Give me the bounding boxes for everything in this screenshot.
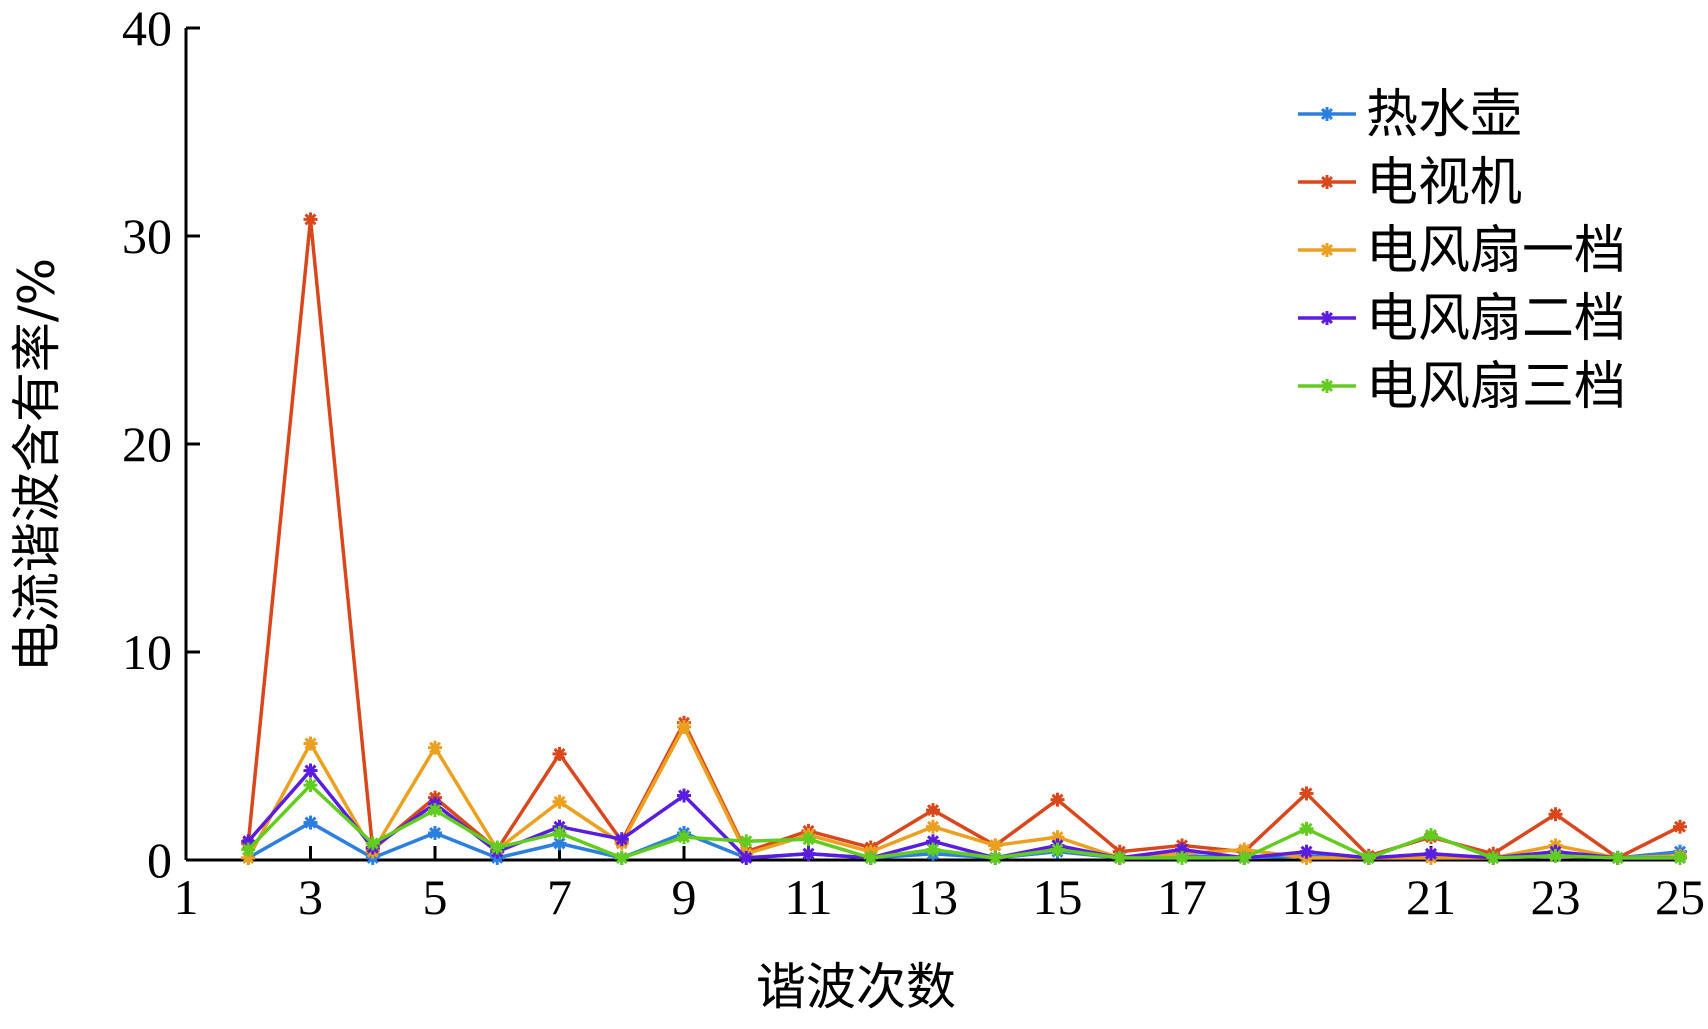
data-point: [1486, 850, 1501, 865]
legend-label: 热水壶: [1366, 85, 1522, 145]
data-point: [1673, 819, 1687, 834]
data-point: [801, 846, 816, 861]
series-line: [246, 768, 1680, 860]
y-tick-label: 0: [147, 832, 172, 888]
y-axis-title: 电流谐波含有率/%: [8, 258, 66, 672]
data-point: [739, 850, 754, 865]
series-line: [246, 725, 1681, 860]
x-tick-label: 7: [547, 869, 572, 925]
legend-item: 电风扇三档: [1298, 357, 1626, 417]
data-point: [677, 830, 691, 845]
data-point: [241, 842, 256, 857]
x-tick-label: 13: [908, 869, 958, 925]
data-point: [552, 825, 567, 840]
data-point: [1299, 821, 1314, 836]
x-tick-label: 17: [1157, 869, 1207, 925]
legend-label: 电视机: [1366, 153, 1522, 213]
data-point: [988, 850, 1003, 865]
legend-label: 电风扇三档: [1366, 357, 1626, 417]
y-tick-label: 30: [122, 208, 172, 264]
data-point: [303, 815, 318, 830]
data-point: [1112, 850, 1127, 865]
data-point: [1299, 786, 1314, 801]
x-tick-label: 9: [672, 869, 697, 925]
x-tick-label: 19: [1282, 869, 1332, 925]
legend-marker: [1320, 175, 1334, 189]
data-point: [1424, 828, 1438, 843]
data-point: [552, 746, 567, 761]
data-point: [1610, 850, 1625, 865]
data-point: [428, 825, 442, 840]
data-point: [365, 836, 380, 851]
x-tick-label: 5: [423, 869, 448, 925]
data-point: [677, 788, 691, 803]
data-point: [552, 836, 567, 851]
data-point: [1050, 842, 1065, 857]
series-layer: [241, 212, 1687, 865]
data-point: [926, 819, 940, 834]
data-point: [1237, 850, 1252, 865]
y-tick-label: 40: [122, 0, 172, 56]
legend-item: 电视机: [1298, 153, 1522, 213]
legend-item: 热水壶: [1298, 85, 1522, 145]
legend-item: 电风扇一档: [1298, 221, 1626, 281]
data-point: [490, 840, 505, 855]
x-tick-label: 25: [1655, 869, 1705, 925]
legend-label: 电风扇一档: [1366, 221, 1626, 281]
y-tick-label: 10: [122, 624, 172, 680]
x-tick-label: 21: [1406, 869, 1456, 925]
legend-label: 电风扇二档: [1366, 289, 1626, 349]
x-tick-label: 23: [1531, 869, 1581, 925]
data-point: [1424, 846, 1438, 861]
data-point: [1050, 792, 1065, 807]
data-point: [303, 736, 318, 751]
data-point: [614, 850, 629, 865]
data-point: [614, 832, 629, 847]
series-line: [246, 783, 1680, 860]
data-point: [739, 834, 754, 849]
data-point: [1361, 850, 1376, 865]
x-tick-label: 1: [174, 869, 199, 925]
legend-marker: [1320, 243, 1334, 257]
legend-marker: [1320, 379, 1334, 393]
x-tick-label: 15: [1033, 869, 1083, 925]
data-point: [988, 838, 1003, 853]
data-point: [1548, 807, 1563, 822]
x-tick-label: 3: [298, 869, 323, 925]
data-point: [863, 850, 878, 865]
data-point: [926, 803, 940, 818]
y-tick-label: 20: [122, 416, 172, 472]
legend-item: 电风扇二档: [1298, 289, 1626, 349]
data-point: [303, 763, 318, 778]
x-tick-label: 11: [784, 869, 832, 925]
data-point: [926, 842, 940, 857]
data-point: [1673, 850, 1687, 865]
data-point: [552, 794, 567, 809]
data-point: [1548, 848, 1563, 863]
data-point: [428, 740, 442, 755]
legend-marker: [1320, 107, 1334, 121]
legend-marker: [1320, 311, 1334, 325]
data-point: [303, 778, 318, 793]
data-point: [801, 832, 816, 847]
data-point: [677, 719, 691, 734]
x-axis-title: 谐波次数: [756, 958, 956, 1016]
series-5: [241, 778, 1687, 865]
data-point: [428, 803, 442, 818]
data-point: [1175, 850, 1189, 865]
data-point: [303, 212, 318, 227]
data-point: [1299, 844, 1314, 859]
